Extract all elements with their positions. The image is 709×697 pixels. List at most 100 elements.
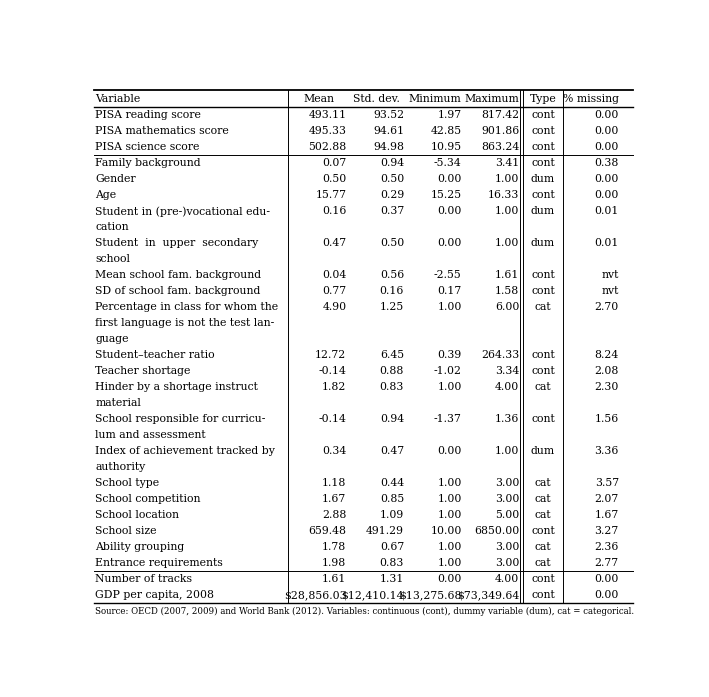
Text: 4.90: 4.90 bbox=[322, 302, 346, 312]
Text: 2.07: 2.07 bbox=[595, 494, 619, 505]
Text: 42.85: 42.85 bbox=[430, 126, 462, 137]
Text: 1.67: 1.67 bbox=[595, 510, 619, 521]
Text: cat: cat bbox=[535, 510, 552, 521]
Text: dum: dum bbox=[531, 446, 555, 457]
Text: Index of achievement tracked by: Index of achievement tracked by bbox=[95, 446, 275, 457]
Text: 0.47: 0.47 bbox=[380, 446, 404, 457]
Text: -5.34: -5.34 bbox=[434, 158, 462, 169]
Text: nvt: nvt bbox=[601, 286, 619, 296]
Text: 0.83: 0.83 bbox=[379, 558, 404, 568]
Text: 817.42: 817.42 bbox=[481, 110, 520, 121]
Text: Variable: Variable bbox=[95, 93, 140, 104]
Text: 0.38: 0.38 bbox=[594, 158, 619, 169]
Text: 3.41: 3.41 bbox=[495, 158, 520, 169]
Text: 94.98: 94.98 bbox=[373, 142, 404, 153]
Text: 0.00: 0.00 bbox=[594, 574, 619, 584]
Text: cat: cat bbox=[535, 302, 552, 312]
Text: 0.94: 0.94 bbox=[380, 158, 404, 169]
Text: 2.30: 2.30 bbox=[594, 383, 619, 392]
Text: 0.00: 0.00 bbox=[437, 238, 462, 248]
Text: Mean: Mean bbox=[303, 93, 335, 104]
Text: School location: School location bbox=[95, 510, 179, 521]
Text: 93.52: 93.52 bbox=[373, 110, 404, 121]
Text: Family background: Family background bbox=[95, 158, 201, 169]
Text: 0.00: 0.00 bbox=[594, 590, 619, 600]
Text: Student–teacher ratio: Student–teacher ratio bbox=[95, 351, 215, 360]
Text: 1.56: 1.56 bbox=[595, 415, 619, 424]
Text: 0.00: 0.00 bbox=[437, 174, 462, 185]
Text: 1.00: 1.00 bbox=[495, 238, 520, 248]
Text: Std. dev.: Std. dev. bbox=[353, 93, 401, 104]
Text: Student in (pre-)vocational edu-: Student in (pre-)vocational edu- bbox=[95, 206, 270, 217]
Text: 0.47: 0.47 bbox=[322, 238, 346, 248]
Text: -1.37: -1.37 bbox=[434, 415, 462, 424]
Text: dum: dum bbox=[531, 206, 555, 217]
Text: cont: cont bbox=[531, 158, 555, 169]
Text: 0.00: 0.00 bbox=[437, 206, 462, 217]
Text: 0.00: 0.00 bbox=[594, 142, 619, 153]
Text: $28,856.03: $28,856.03 bbox=[284, 590, 346, 600]
Text: 0.83: 0.83 bbox=[379, 383, 404, 392]
Text: 0.85: 0.85 bbox=[380, 494, 404, 505]
Text: 0.37: 0.37 bbox=[380, 206, 404, 217]
Text: cat: cat bbox=[535, 478, 552, 489]
Text: Gender: Gender bbox=[95, 174, 136, 185]
Text: 0.04: 0.04 bbox=[322, 270, 346, 280]
Text: 15.25: 15.25 bbox=[430, 190, 462, 201]
Text: 8.24: 8.24 bbox=[595, 351, 619, 360]
Text: 3.27: 3.27 bbox=[595, 526, 619, 537]
Text: 3.34: 3.34 bbox=[495, 367, 520, 376]
Text: 0.50: 0.50 bbox=[380, 238, 404, 248]
Text: 0.00: 0.00 bbox=[594, 174, 619, 185]
Text: 0.17: 0.17 bbox=[437, 286, 462, 296]
Text: 0.50: 0.50 bbox=[380, 174, 404, 185]
Text: 3.00: 3.00 bbox=[495, 558, 520, 568]
Text: 0.00: 0.00 bbox=[594, 190, 619, 201]
Text: 0.50: 0.50 bbox=[322, 174, 346, 185]
Text: dum: dum bbox=[531, 238, 555, 248]
Text: authority: authority bbox=[95, 462, 145, 473]
Text: Ability grouping: Ability grouping bbox=[95, 542, 184, 553]
Text: 0.01: 0.01 bbox=[594, 238, 619, 248]
Text: cont: cont bbox=[531, 590, 555, 600]
Text: 502.88: 502.88 bbox=[308, 142, 346, 153]
Text: 0.34: 0.34 bbox=[322, 446, 346, 457]
Text: 1.61: 1.61 bbox=[322, 574, 346, 584]
Text: 1.31: 1.31 bbox=[379, 574, 404, 584]
Text: 10.00: 10.00 bbox=[430, 526, 462, 537]
Text: 3.00: 3.00 bbox=[495, 542, 520, 553]
Text: Entrance requirements: Entrance requirements bbox=[95, 558, 223, 568]
Text: Percentage in class for whom the: Percentage in class for whom the bbox=[95, 302, 279, 312]
Text: 1.00: 1.00 bbox=[495, 206, 520, 217]
Text: 3.00: 3.00 bbox=[495, 494, 520, 505]
Text: 12.72: 12.72 bbox=[315, 351, 346, 360]
Text: Teacher shortage: Teacher shortage bbox=[95, 367, 191, 376]
Text: School competition: School competition bbox=[95, 494, 201, 505]
Text: Student  in  upper  secondary: Student in upper secondary bbox=[95, 238, 259, 248]
Text: 6850.00: 6850.00 bbox=[474, 526, 520, 537]
Text: -0.14: -0.14 bbox=[318, 367, 346, 376]
Text: 1.67: 1.67 bbox=[322, 494, 346, 505]
Text: 495.33: 495.33 bbox=[308, 126, 346, 137]
Text: 0.16: 0.16 bbox=[322, 206, 346, 217]
Text: 901.86: 901.86 bbox=[481, 126, 520, 137]
Text: 3.00: 3.00 bbox=[495, 478, 520, 489]
Text: 94.61: 94.61 bbox=[373, 126, 404, 137]
Text: lum and assessment: lum and assessment bbox=[95, 431, 206, 441]
Text: 0.00: 0.00 bbox=[594, 126, 619, 137]
Text: 0.88: 0.88 bbox=[379, 367, 404, 376]
Text: material: material bbox=[95, 399, 141, 408]
Text: 1.00: 1.00 bbox=[437, 510, 462, 521]
Text: 1.00: 1.00 bbox=[437, 383, 462, 392]
Text: 16.33: 16.33 bbox=[488, 190, 520, 201]
Text: 0.29: 0.29 bbox=[380, 190, 404, 201]
Text: cont: cont bbox=[531, 415, 555, 424]
Text: 0.00: 0.00 bbox=[594, 110, 619, 121]
Text: 2.36: 2.36 bbox=[594, 542, 619, 553]
Text: cont: cont bbox=[531, 142, 555, 153]
Text: 493.11: 493.11 bbox=[308, 110, 346, 121]
Text: 3.36: 3.36 bbox=[594, 446, 619, 457]
Text: 0.39: 0.39 bbox=[437, 351, 462, 360]
Text: 491.29: 491.29 bbox=[366, 526, 404, 537]
Text: 1.36: 1.36 bbox=[495, 415, 520, 424]
